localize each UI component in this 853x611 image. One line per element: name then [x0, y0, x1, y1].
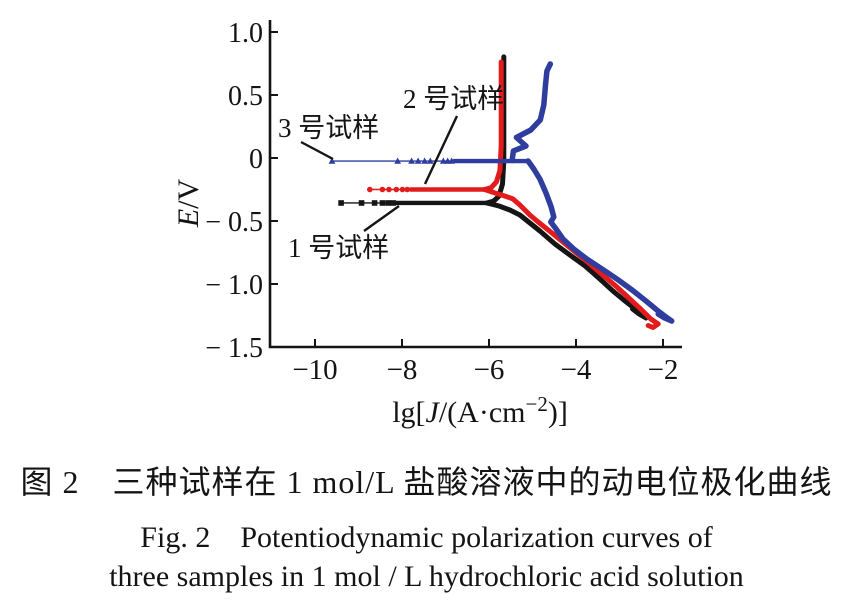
anodic-branch-sample-1 [484, 54, 507, 206]
y-tick-label: − 0.5 [205, 207, 263, 238]
x-tick-label: −8 [387, 354, 418, 386]
data-marker-circle [399, 186, 406, 193]
data-marker-triangle [421, 157, 429, 164]
x-tick-label: −4 [561, 354, 592, 386]
annotation-leader-line-sample-1 [363, 205, 400, 232]
data-marker-square [379, 200, 386, 206]
data-marker-triangle [408, 157, 415, 164]
data-marker-square [371, 200, 378, 206]
annotation-leader-line-sample-3 [300, 140, 334, 161]
x-tick-label: −10 [292, 354, 337, 386]
y-tick-label: 0 [249, 144, 263, 175]
y-tick-label: 0.5 [228, 81, 263, 112]
y-axis-label: E/V [172, 179, 205, 229]
data-marker-circle [393, 186, 400, 193]
annotation-label-sample-2: 2 号试样 [403, 84, 504, 114]
data-marker-triangle [439, 157, 447, 164]
y-tick-label: − 1.5 [205, 333, 263, 364]
data-marker-circle [386, 186, 392, 193]
data-marker-triangle [448, 157, 455, 164]
x-axis-label: lg[J/(A·cm−2)] [392, 392, 568, 429]
data-marker-triangle [328, 157, 336, 164]
data-marker-circle [367, 186, 373, 193]
cathodic-branch-sample-3 [525, 158, 675, 324]
data-marker-square [358, 200, 365, 206]
annotation-label-sample-1: 1 号试样 [288, 233, 389, 263]
figure-caption-chinese: 图 2 三种试样在 1 mol/L 盐酸溶液中的动电位极化曲线 [20, 464, 833, 500]
data-marker-square [385, 200, 391, 206]
figure-caption-english-line1: Fig. 2 Potentiodynamic polarization curv… [140, 521, 713, 554]
data-marker-square [338, 200, 344, 206]
y-tick-label: − 1.0 [205, 270, 263, 301]
y-tick-label: 1.0 [228, 18, 263, 49]
x-tick-label: −2 [648, 354, 679, 386]
annotation-leader-line-sample-2 [423, 115, 459, 185]
data-marker-triangle [426, 157, 434, 164]
annotation-label-sample-3: 3 号试样 [278, 113, 379, 143]
figure-caption-english-line2: three samples in 1 mol / L hydrochloric … [109, 560, 744, 593]
data-marker-circle [404, 186, 411, 193]
data-marker-circle [379, 186, 386, 193]
data-marker-triangle [414, 157, 422, 164]
x-tick-label: −6 [474, 354, 505, 386]
data-marker-square [390, 200, 397, 206]
cathodic-branch-sample-1 [484, 200, 649, 321]
polarization-curve-chart: −10 −8 −6 −4 −2 1.0 0.5 0 − 0.5 − 1.0 − 1.5 E/V lg[J… [172, 18, 682, 429]
anodic-branch-sample-3 [509, 61, 554, 164]
anodic-branch-sample-2 [482, 59, 504, 192]
data-marker-triangle [394, 157, 402, 164]
